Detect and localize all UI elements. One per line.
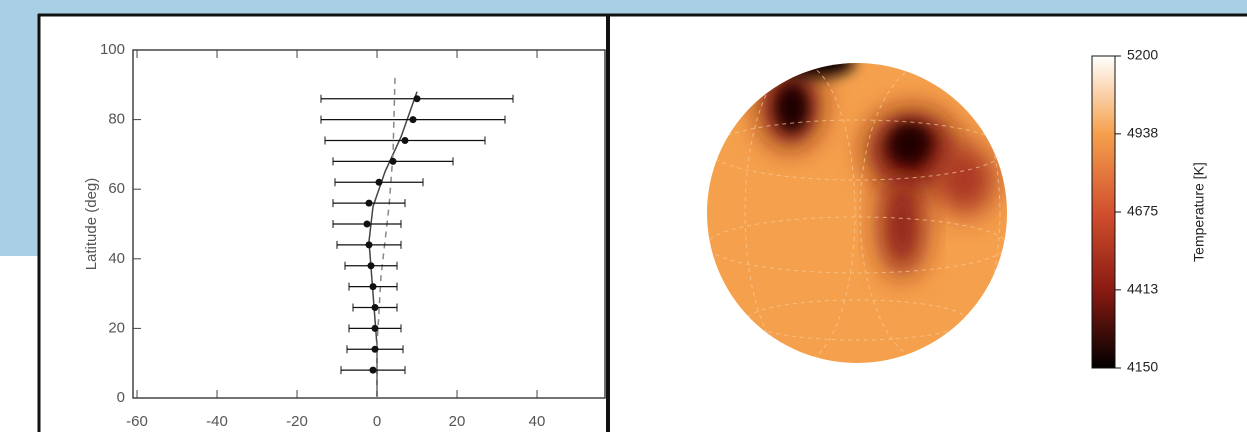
point <box>375 178 383 186</box>
point <box>371 324 379 332</box>
point <box>409 116 417 124</box>
longitude-line <box>744 63 856 363</box>
x-tick-label: 40 <box>529 413 546 430</box>
point <box>369 283 377 291</box>
point <box>369 366 377 374</box>
y-tick-label: 80 <box>108 111 125 128</box>
point <box>367 262 375 270</box>
y-tick-label: 100 <box>100 41 125 58</box>
point <box>365 241 373 249</box>
y-tick-label: 20 <box>108 319 125 336</box>
longitude-line <box>859 63 1001 363</box>
y-tick-label: 40 <box>108 250 125 267</box>
y-tick-label: 0 <box>117 389 125 406</box>
colorbar-tick-label: 4150 <box>1127 359 1158 375</box>
colorbar <box>1091 55 1116 369</box>
x-tick-label: -20 <box>286 413 308 430</box>
spot-core <box>888 123 932 167</box>
x-tick-label: -60 <box>126 413 148 430</box>
colorbar-label: Temperature [K] <box>1191 162 1207 262</box>
point <box>413 95 421 103</box>
left-band <box>0 0 38 256</box>
point <box>401 136 409 144</box>
colorbar-tick-label: 4413 <box>1127 281 1158 297</box>
star-map <box>707 63 1007 363</box>
colorbar-tick-label: 4938 <box>1127 125 1158 141</box>
spot-core <box>776 84 808 132</box>
x-tick-label: 20 <box>449 413 466 430</box>
plot-frame <box>132 49 606 399</box>
point <box>363 220 371 228</box>
x-tick-label: 0 <box>373 413 381 430</box>
spot-wing <box>935 145 995 215</box>
point <box>365 199 373 207</box>
dashed-line <box>376 77 396 398</box>
point <box>371 345 379 353</box>
colorbar-tick-label: 5200 <box>1127 47 1158 63</box>
y-tick-label: 60 <box>108 180 125 197</box>
y-axis-label: Latitude (deg) <box>83 178 100 271</box>
point <box>371 304 379 312</box>
spot-tail <box>880 175 924 275</box>
colorbar-panel: Temperature [K] 4150 4413 4675 4938 5200 <box>1091 47 1207 375</box>
point <box>389 157 397 165</box>
left-panel: Latitude (deg) -60 -40 -20 0 20 40 0 20 40 60 80 10… <box>83 41 606 430</box>
x-tick-label: -40 <box>206 413 228 430</box>
top-band <box>0 0 1247 14</box>
colorbar-tick-label: 4675 <box>1127 203 1158 219</box>
